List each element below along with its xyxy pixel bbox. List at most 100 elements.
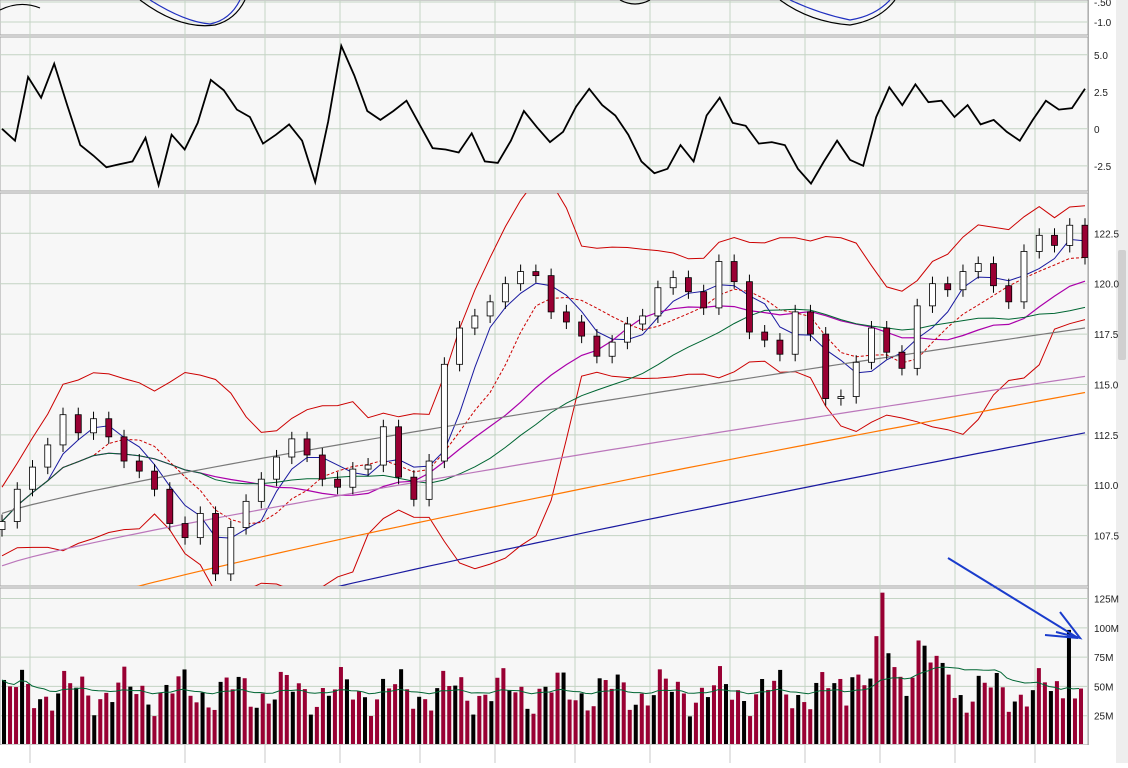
volume-bar <box>844 705 849 744</box>
volume-bar <box>254 707 259 744</box>
volume-bar <box>850 677 855 744</box>
volume-bar <box>832 683 837 744</box>
volume-bar <box>218 681 223 744</box>
volume-bar <box>627 709 632 744</box>
volume-bar <box>1054 681 1059 744</box>
volume-bar <box>633 704 638 744</box>
volume-bar <box>417 696 422 744</box>
volume-bar <box>778 669 783 744</box>
panel-price <box>0 192 1089 587</box>
volume-bar <box>874 636 879 744</box>
volume-bar <box>212 709 217 744</box>
candle-down <box>1081 224 1088 258</box>
volume-bar <box>808 709 813 744</box>
volume-bar <box>898 676 903 744</box>
volume-bar <box>754 694 759 744</box>
candle-up <box>852 361 860 397</box>
volume-bar <box>26 684 31 744</box>
volume-bar <box>110 702 115 744</box>
upper-indicator-line <box>149 0 241 25</box>
candle-down <box>990 263 997 287</box>
volume-bar <box>862 685 867 744</box>
volume-bar <box>615 674 620 744</box>
price-tick-label: 120.0 <box>1094 280 1119 291</box>
price-layer <box>0 193 1088 586</box>
volume-bar <box>387 688 392 744</box>
volume-bar <box>766 689 771 744</box>
volume-bar <box>687 716 692 744</box>
candle-up <box>471 315 479 329</box>
volume-bar <box>591 706 596 744</box>
volume-bar <box>140 685 145 744</box>
volume-bar <box>904 695 909 744</box>
price-tick-label: 117.5 <box>1094 330 1119 341</box>
volume-bar <box>411 708 416 744</box>
volume-bar <box>68 683 73 744</box>
upper-indicator-line <box>789 0 891 21</box>
volume-bar <box>1060 698 1065 744</box>
volume-bar <box>248 706 253 744</box>
candle-down <box>334 478 341 488</box>
volume-bar <box>1042 682 1047 744</box>
candle-up <box>868 327 875 363</box>
volume-bar <box>1006 711 1011 744</box>
volume-bar <box>338 667 343 744</box>
volume-bar <box>230 689 235 744</box>
volume-bar <box>736 690 741 744</box>
volume-bar <box>976 675 981 744</box>
oscillator-tick-label: 2.5 <box>1094 88 1108 99</box>
upper-indicator-line <box>0 3 41 11</box>
volume-bar <box>501 668 506 744</box>
volume-bar <box>711 685 716 744</box>
candle-up <box>59 414 67 446</box>
volume-bar <box>928 662 933 744</box>
candle-up <box>929 283 936 307</box>
price-tick-label: 107.5 <box>1094 532 1119 543</box>
candle-up <box>974 263 982 272</box>
candle-up <box>0 521 6 530</box>
volume-bar <box>531 713 536 744</box>
candle-up <box>639 315 647 325</box>
candle-down <box>593 335 601 357</box>
candle-up <box>501 283 509 303</box>
volume-bar <box>705 697 710 744</box>
candle-down <box>562 311 570 323</box>
candle-down <box>120 436 128 462</box>
volume-tick-label: 50M <box>1094 682 1113 693</box>
volume-bar <box>44 696 49 744</box>
volume-bar <box>561 672 566 744</box>
scrollbar-thumb <box>1118 250 1126 360</box>
volume-bar <box>868 678 873 744</box>
candle-down <box>685 277 692 293</box>
volume-bar <box>489 701 494 744</box>
candle-up <box>517 271 525 285</box>
volume-bar <box>182 669 187 744</box>
candle-down <box>776 339 784 355</box>
candle-down <box>883 327 891 353</box>
volume-bar <box>724 684 729 744</box>
oscillator-line <box>1 42 1086 189</box>
candle-up <box>1035 234 1043 252</box>
volume-bar <box>122 666 127 744</box>
volume-bar <box>308 714 313 744</box>
volume-bar <box>555 672 560 744</box>
volume-bar <box>1018 694 1023 744</box>
volume-bar <box>2 679 7 744</box>
candle-up <box>90 418 97 434</box>
volume-bar <box>429 710 434 744</box>
candle-up <box>669 277 677 289</box>
volume-bar <box>1024 706 1029 744</box>
volume-bar <box>856 674 861 744</box>
volume-bar <box>158 692 163 744</box>
candle-up <box>715 261 723 309</box>
volume-bar <box>988 687 993 744</box>
sma-green-line <box>1 306 1086 522</box>
volume-bar <box>1078 688 1083 744</box>
volume-bar <box>224 677 229 744</box>
volume-bar <box>507 690 512 744</box>
volume-bar <box>964 712 969 744</box>
candle-up <box>623 323 631 343</box>
candle-up <box>364 464 372 470</box>
volume-layer <box>1 592 1083 744</box>
volume-bar <box>1048 691 1053 744</box>
